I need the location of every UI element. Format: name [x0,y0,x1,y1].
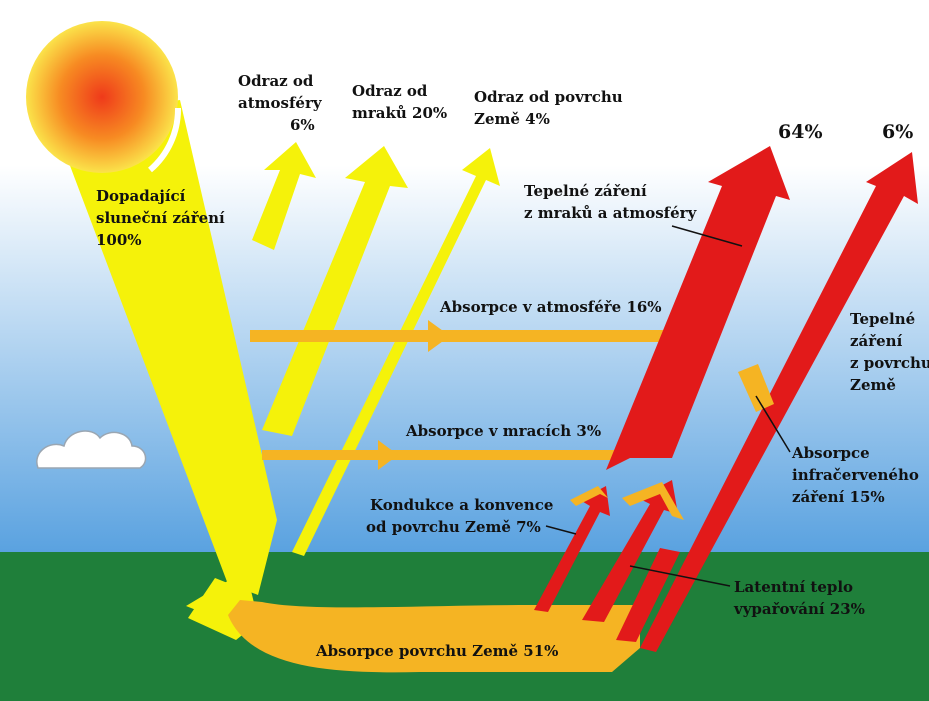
cloud-absorption-arrowhead [378,440,398,470]
conduction-arrowhead-accent [570,486,608,506]
incoming-solar-beam [52,100,277,640]
reflection-atmosphere-arrow [252,142,316,250]
outgoing-64-label: 64% [778,121,823,143]
infrared-absorption-segment [738,364,774,412]
thermal-surface-arrow [640,152,918,652]
thermal-clouds-atmosphere-label: Tepelné záření z mraků a atmosféry [524,182,698,222]
latent-heat-second-arrow [616,548,680,642]
thermal-atmosphere-arrow [606,146,790,470]
latent-heat-arrowhead-accent [622,482,684,520]
infrared-absorption-label: Absorpce infračerveného záření 15% [791,444,924,506]
thermal-surface-label: Tepelné záření z povrchu Země [850,310,929,394]
cloud-icon [36,430,147,469]
reflection-surface-label: Odraz od povrchu Země 4% [474,88,628,128]
atmosphere-absorption-label: Absorpce v atmosféře 16% [439,298,662,316]
sun-icon [26,21,178,173]
latent-heat-arrow [582,480,678,622]
leader-thermal-clouds [671,225,743,247]
conduction-arrow [534,486,610,612]
incoming-label: Dopadající sluneční záření 100% [96,187,230,249]
leader-conduction [545,525,577,535]
cloud-absorption-label: Absorpce v mracích 3% [405,422,601,440]
surface-absorption-label: Absorpce povrchu Země 51% [315,642,558,660]
reflection-atmosphere-label: Odraz od atmosféry 6% [238,72,327,134]
cloud-absorption-band [262,450,622,460]
latent-heat-label: Latentní teplo vypařování 23% [733,578,865,618]
reflection-clouds-arrow [262,146,408,436]
conduction-label: Kondukce a konvence od povrchu Země 7% [366,496,559,536]
sun-halo-arc [148,107,182,173]
outgoing-6-label: 6% [882,121,913,143]
leader-latent [629,565,731,587]
atmosphere-absorption-band [250,330,670,342]
leader-ir-absorption [755,395,791,453]
atmosphere-absorption-arrowhead [428,320,450,352]
reflection-clouds-label: Odraz od mraků 20% [352,82,447,122]
surface-absorption-band [228,600,640,673]
